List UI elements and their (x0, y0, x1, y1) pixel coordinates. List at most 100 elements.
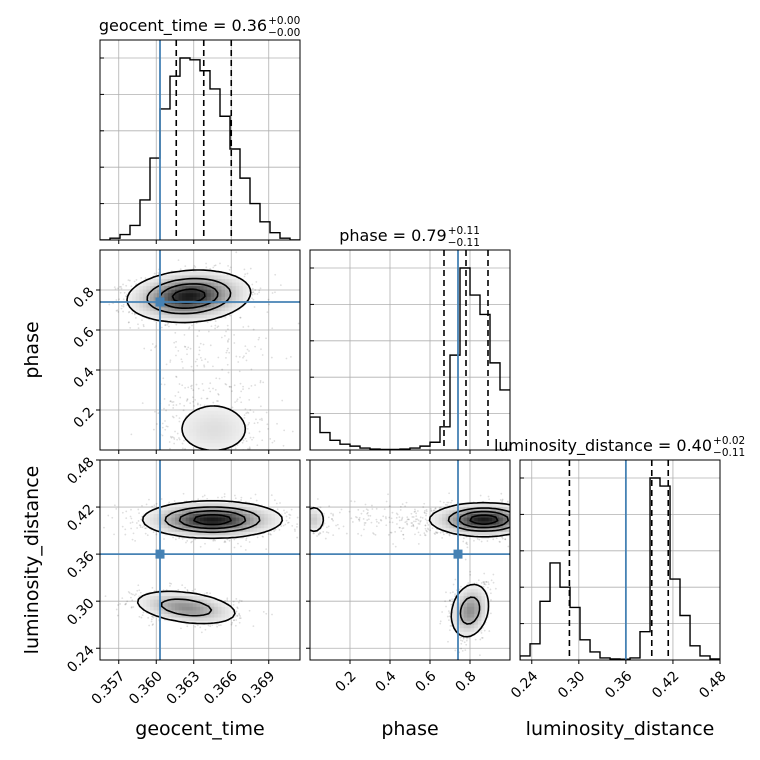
density-cell (207, 282, 212, 287)
density-cell (167, 613, 172, 618)
scatter-point (236, 444, 239, 446)
density-cell (203, 421, 208, 426)
scatter-point (233, 384, 236, 387)
scatter-point (329, 500, 331, 502)
scatter-point (250, 384, 253, 387)
scatter-point (233, 546, 236, 549)
scatter-point (210, 325, 213, 328)
scatter-point (130, 606, 133, 609)
density-cell (192, 432, 197, 437)
scatter-point (184, 586, 187, 589)
scatter-point (124, 533, 127, 536)
scatter-point (213, 455, 215, 457)
hist-step-geocent_time (100, 57, 300, 240)
scatter-point (209, 344, 212, 347)
scatter-point (243, 268, 246, 271)
density-cell (210, 425, 215, 429)
scatter-point (189, 402, 192, 405)
scatter-point (120, 304, 123, 307)
density-cell (207, 271, 212, 276)
density-cell (192, 275, 197, 279)
scatter-point (212, 387, 214, 390)
scatter-point (140, 518, 143, 521)
scatter-point (261, 354, 264, 356)
scatter-point (162, 589, 165, 591)
density-cell (167, 592, 172, 597)
density-cell (235, 432, 240, 437)
density-cell (132, 307, 137, 312)
scatter-point (120, 307, 123, 310)
density-cell (214, 271, 219, 276)
density-cell (217, 289, 222, 294)
density-cell (210, 289, 215, 294)
density-cell (185, 435, 190, 440)
scatter-point (169, 400, 172, 403)
density-cell (171, 307, 176, 312)
scatter-point (169, 359, 172, 362)
density-cell (142, 599, 147, 604)
density-cell (153, 599, 158, 604)
density-cell (196, 442, 201, 447)
density-cell (235, 303, 240, 308)
scatter-point (190, 387, 193, 390)
hist-panel-phase (309, 249, 511, 454)
scatter-point (170, 436, 173, 439)
density-cell (203, 410, 208, 415)
density-cell (192, 307, 197, 312)
scatter-point (262, 381, 265, 384)
scatter-point (132, 606, 135, 608)
scatter-point (253, 306, 256, 308)
density-cell (203, 407, 208, 412)
scatter-point (155, 502, 158, 505)
density-cell (192, 278, 197, 283)
scatter-point (196, 364, 199, 367)
scatter-point (242, 388, 244, 391)
density-cell (217, 407, 222, 412)
density-cell (164, 506, 169, 511)
density-cell (171, 595, 176, 600)
density-cell (196, 278, 201, 283)
scatter-point (246, 411, 249, 414)
scatter-point (135, 278, 138, 281)
scatter-point (283, 429, 286, 432)
scatter-point (203, 593, 206, 596)
density-cell (153, 510, 158, 514)
density-cell (135, 296, 140, 301)
density-cell (150, 292, 154, 297)
scatter-point (133, 313, 136, 316)
density-cell (217, 439, 222, 444)
density-cell (153, 595, 158, 600)
density-cell (150, 310, 154, 315)
scatter-point (281, 399, 284, 402)
scatter-point (186, 589, 189, 592)
density-cell (210, 446, 215, 450)
density-cell (167, 292, 172, 297)
scatter-point (214, 327, 217, 330)
scatter-point (231, 406, 234, 409)
scatter-point (133, 594, 136, 597)
scatter-point (169, 400, 172, 403)
scatter-point (131, 538, 134, 541)
density-cell (207, 275, 212, 279)
scatter-point (259, 379, 262, 382)
scatter-point (152, 623, 154, 626)
scatter-point (152, 428, 155, 431)
density-cell (185, 425, 190, 429)
scatter-point (217, 392, 220, 395)
density-cell (228, 421, 233, 426)
scatter-point (194, 588, 196, 591)
scatter-point (253, 422, 256, 425)
density-cell (189, 414, 194, 419)
density-cell (239, 417, 244, 422)
scatter-point (191, 384, 193, 387)
density-cell (239, 292, 244, 297)
density-cell (189, 285, 194, 290)
density-cell (164, 602, 169, 607)
scatter-point (227, 264, 229, 267)
density-cell (150, 285, 154, 290)
density-cell (182, 307, 187, 312)
scatter-point (217, 393, 220, 396)
scatter-point (236, 398, 239, 401)
density-cell (246, 292, 251, 297)
density-cell (150, 602, 154, 607)
